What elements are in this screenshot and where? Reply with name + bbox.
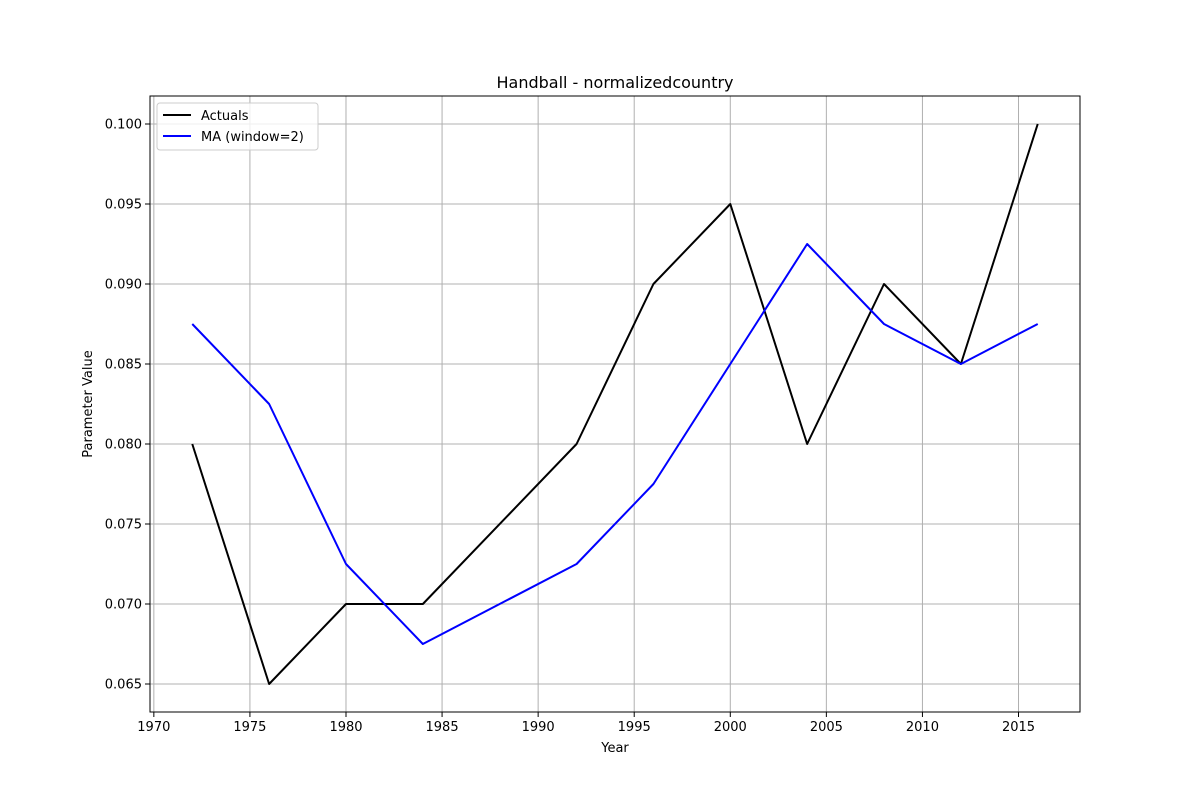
ma-series-line bbox=[191, 243, 1039, 645]
y-tick-label: 0.090 bbox=[105, 278, 142, 293]
x-tick-label: 2000 bbox=[714, 720, 747, 735]
chart-title: Handball - normalizedcountry bbox=[496, 73, 733, 92]
y-tick-label: 0.080 bbox=[105, 438, 142, 453]
x-tick-label: 1975 bbox=[233, 720, 266, 735]
plot-frame bbox=[149, 95, 1081, 713]
y-tick-label: 0.085 bbox=[105, 358, 142, 373]
legend: Actuals MA (window=2) bbox=[156, 102, 319, 151]
axis-ticks: 1970 1975 1980 1985 1990 1995 2000 2005 2010 2015… bbox=[105, 118, 1035, 736]
x-tick-label: 2005 bbox=[810, 720, 843, 735]
x-tick-label: 1990 bbox=[522, 720, 555, 735]
legend-label-actuals: Actuals bbox=[201, 109, 249, 124]
legend-box bbox=[156, 102, 319, 151]
actuals-series-line bbox=[191, 123, 1039, 685]
x-tick-label: 1995 bbox=[618, 720, 651, 735]
y-tick-label: 0.065 bbox=[105, 678, 142, 693]
x-tick-label: 1970 bbox=[137, 720, 170, 735]
y-tick-label: 0.070 bbox=[105, 598, 142, 613]
x-tick-label: 2010 bbox=[906, 720, 939, 735]
x-tick-label: 1985 bbox=[426, 720, 459, 735]
y-tick-label: 0.100 bbox=[105, 118, 142, 133]
series-lines bbox=[191, 123, 1039, 685]
x-tick-label: 2015 bbox=[1002, 720, 1035, 735]
y-axis-title: Parameter Value bbox=[81, 350, 96, 457]
legend-label-ma: MA (window=2) bbox=[201, 130, 304, 145]
x-axis-title: Year bbox=[600, 741, 629, 756]
x-tick-label: 1980 bbox=[329, 720, 362, 735]
y-tick-label: 0.095 bbox=[105, 198, 142, 213]
y-tick-label: 0.075 bbox=[105, 518, 142, 533]
